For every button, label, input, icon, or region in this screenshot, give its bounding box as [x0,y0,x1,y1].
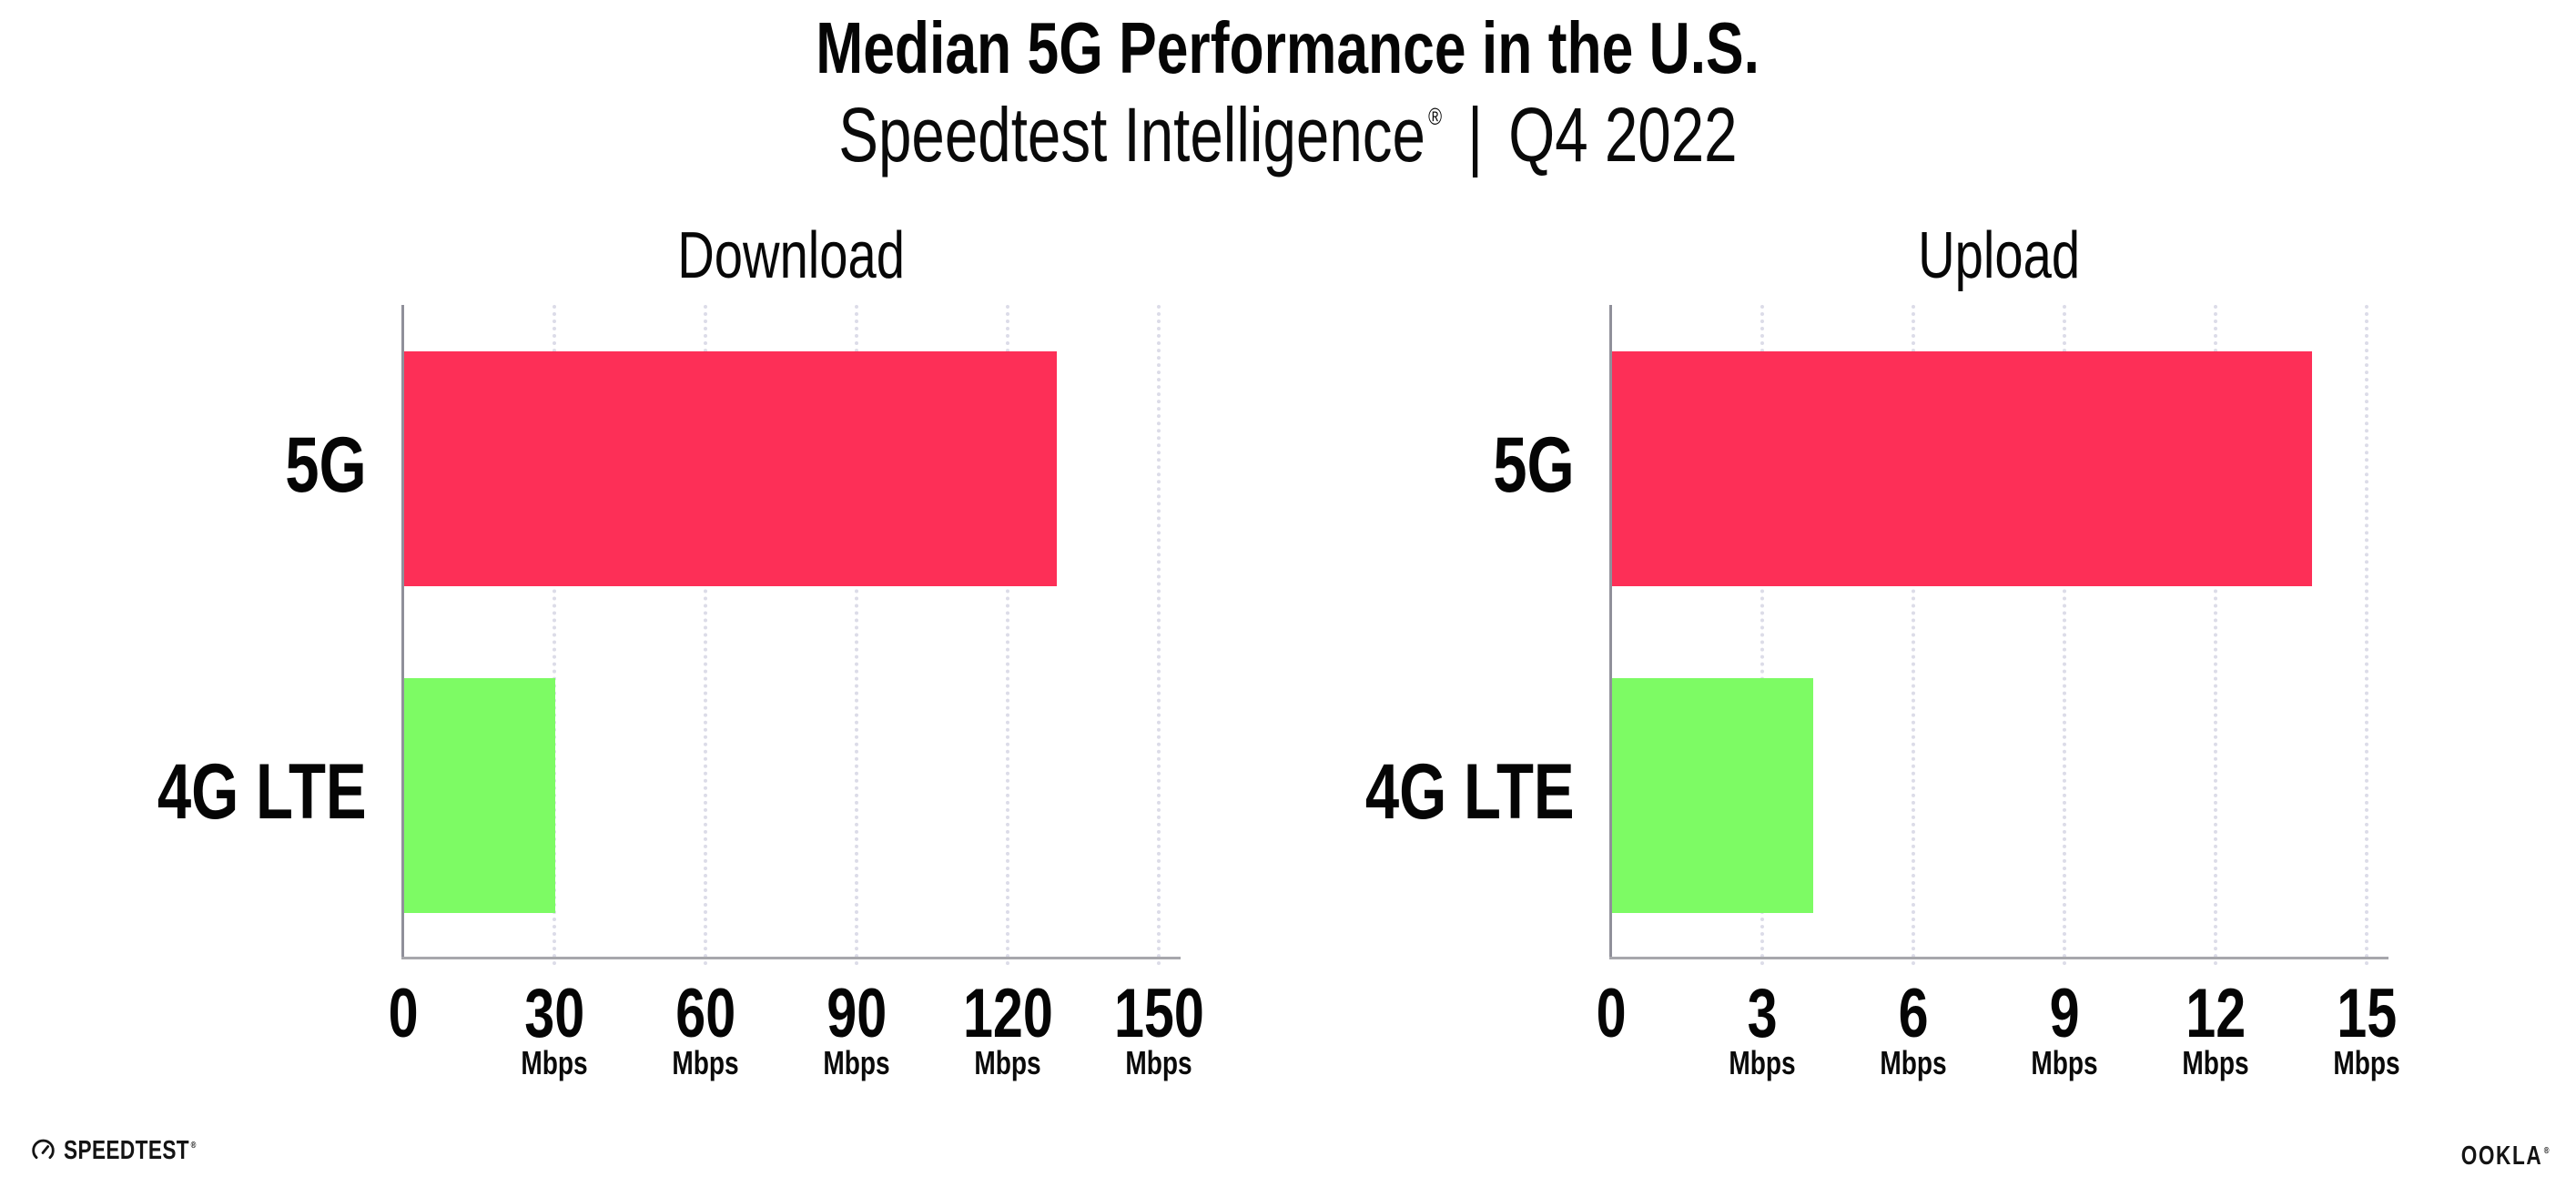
chart-title-download: Download [677,219,905,292]
x-tick-unit-label: Mbps [1125,1044,1192,1081]
vertical-gridline-60 [704,305,707,966]
vertical-gridline-90 [855,305,858,966]
subtitle-brand: Speedtest Intelligence [838,92,1426,178]
x-tick-label-15: 15 [2337,975,2397,1052]
vertical-gridline-15 [2365,305,2368,966]
vertical-gridline-3 [1760,305,1764,966]
page-title-text: Median 5G Performance in the U.S. [816,7,1760,88]
x-axis-line [401,957,1181,959]
category-label-4g-lte: 4G LTE [157,748,367,836]
page-subtitle-text: Speedtest Intelligence ® | Q4 2022 [838,96,1737,173]
chart-title-upload: Upload [1918,219,2080,292]
x-tick-label-120: 120 [962,975,1053,1052]
x-tick-label-9: 9 [2049,975,2080,1052]
ookla-wordmark: OOKLA ® [2460,1141,2551,1171]
speedtest-logo: SPEEDTEST ® [31,1138,234,1164]
vertical-gridline-12 [2214,305,2217,966]
gauge-icon [32,1139,55,1160]
page-title: Median 5G Performance in the U.S. [0,12,2576,85]
category-label-5g: 5G [285,421,367,509]
x-tick-unit-label: Mbps [823,1044,890,1081]
subtitle-separator: | [1467,92,1484,178]
category-label-5g: 5G [1493,421,1575,509]
x-tick-unit-label: Mbps [2182,1044,2249,1081]
subtitle-period: Q4 2022 [1508,92,1738,178]
registered-trademark-icon: ® [2543,1146,2551,1156]
page-subtitle: Speedtest Intelligence ® | Q4 2022 [0,96,2576,173]
vertical-gridline-9 [2063,305,2066,966]
vertical-gridline-30 [553,305,556,966]
registered-trademark-icon: ® [1428,103,1443,130]
vertical-gridline-6 [1912,305,1915,966]
bar-5g-download [404,350,1057,586]
x-tick-label-0: 0 [388,975,419,1052]
registered-trademark-icon: ® [190,1141,197,1151]
x-tick-unit-label: Mbps [1880,1044,1947,1081]
x-axis-line [1609,957,2388,959]
x-tick-unit-label: Mbps [672,1044,739,1081]
download-plot-area [401,305,1181,966]
upload-plot-area [1609,305,2388,966]
speedtest-wordmark: SPEEDTEST ® [64,1136,197,1165]
x-tick-label-0: 0 [1596,975,1627,1052]
vertical-gridline-150 [1157,305,1161,966]
y-axis-line [401,305,404,959]
x-tick-unit-label: Mbps [521,1044,588,1081]
x-tick-label-60: 60 [675,975,735,1052]
ookla-logo: OOKLA ® [2436,1143,2551,1170]
category-label-4g-lte: 4G LTE [1365,748,1575,836]
x-tick-label-6: 6 [1898,975,1929,1052]
x-tick-label-3: 3 [1747,975,1778,1052]
bar-4g-lte-download [404,677,555,913]
bar-4g-lte-upload [1612,677,1814,913]
y-axis-line [1609,305,1612,959]
x-tick-label-90: 90 [827,975,887,1052]
x-tick-unit-label: Mbps [2031,1044,2098,1081]
x-tick-label-30: 30 [524,975,584,1052]
x-tick-unit-label: Mbps [1729,1044,1796,1081]
bar-5g-upload [1612,350,2313,586]
x-tick-label-12: 12 [2186,975,2246,1052]
vertical-gridline-120 [1006,305,1009,966]
x-tick-unit-label: Mbps [974,1044,1041,1081]
x-tick-label-150: 150 [1113,975,1204,1052]
x-tick-unit-label: Mbps [2333,1044,2400,1081]
